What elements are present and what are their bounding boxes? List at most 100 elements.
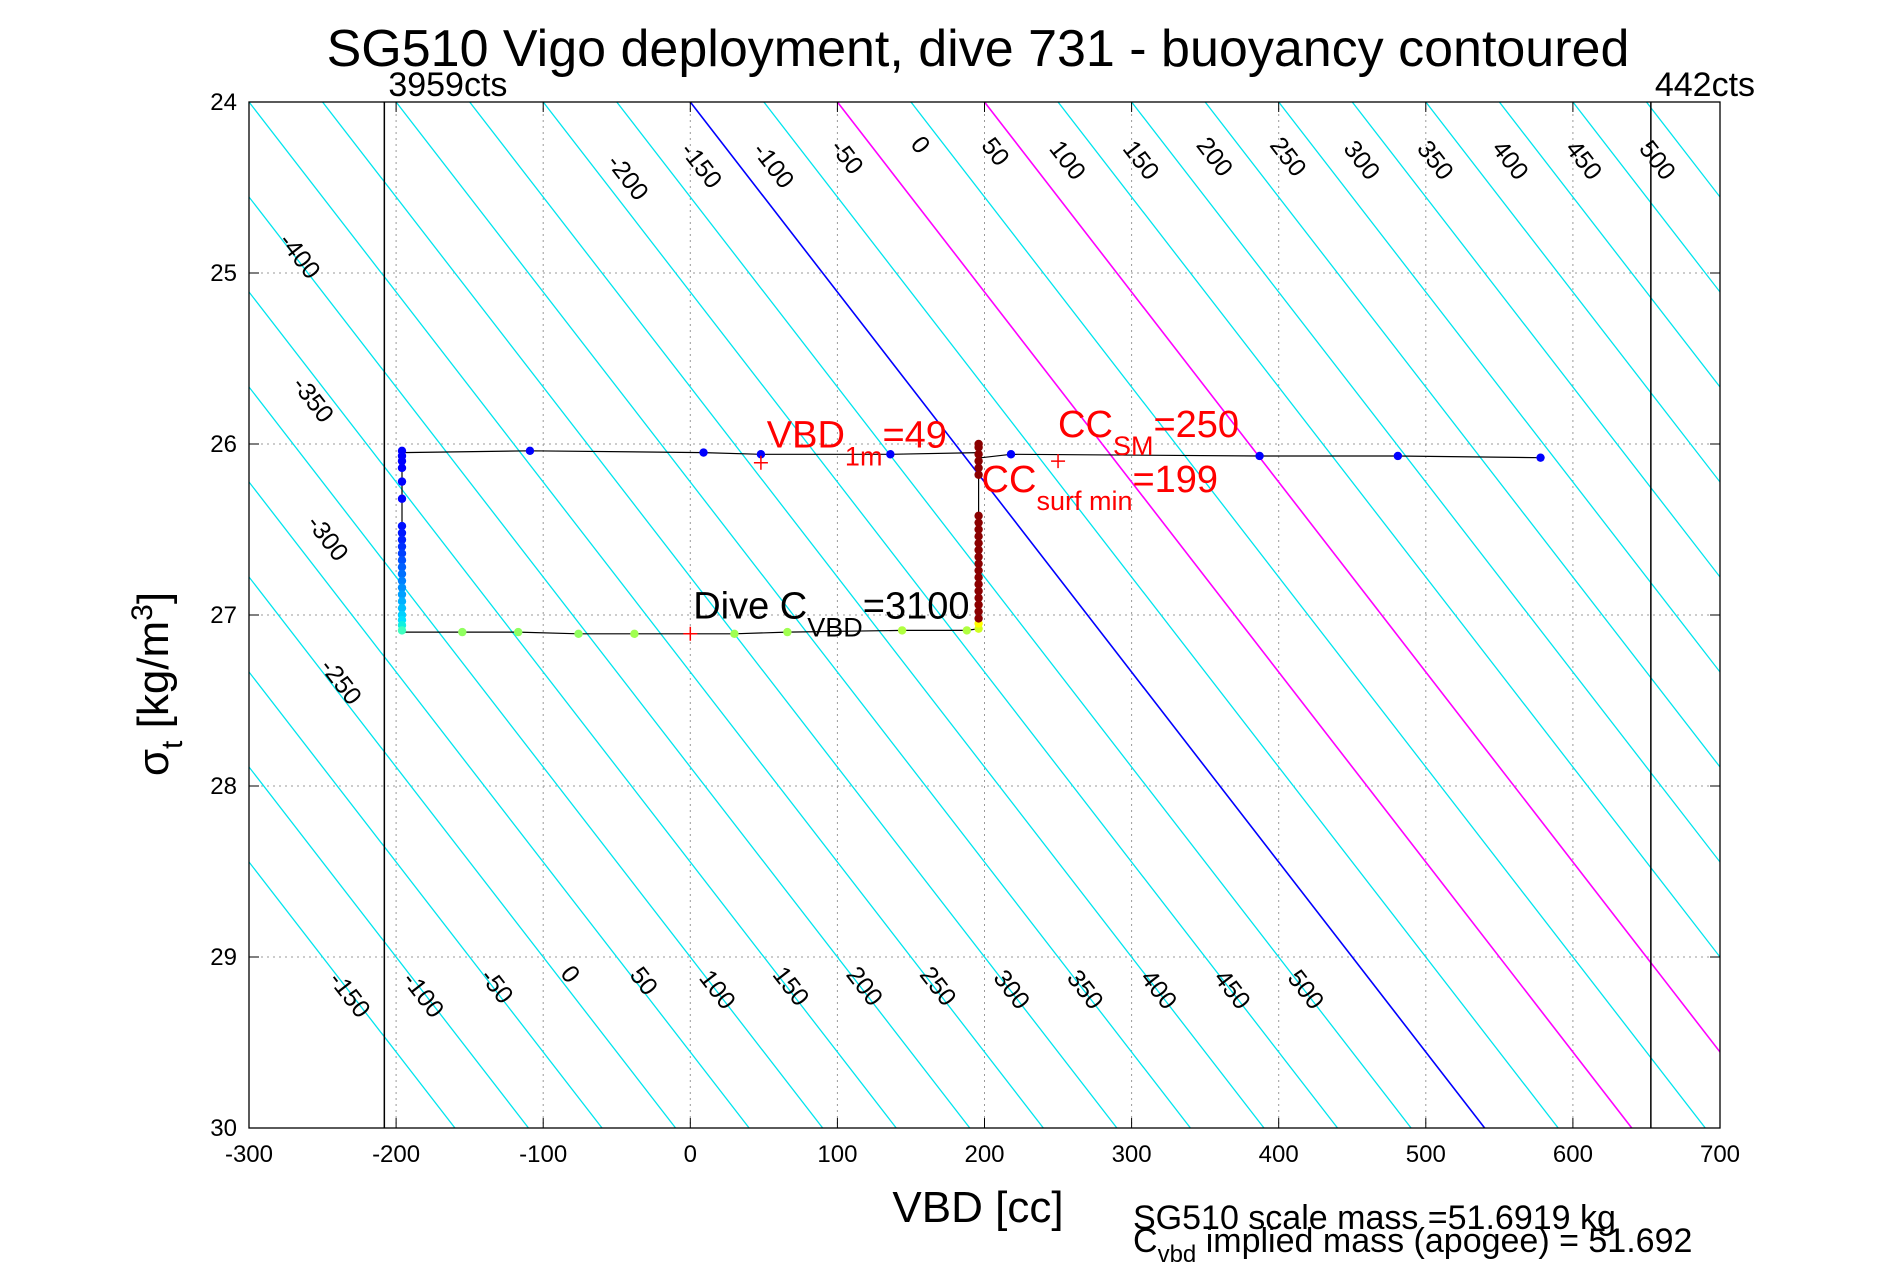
data-point	[397, 583, 407, 592]
contour-line	[249, 290, 897, 1128]
y-tick-label: 27	[210, 602, 237, 629]
annotation-label: VBD1m=49	[767, 414, 947, 471]
x-tick-label: 100	[817, 1141, 857, 1168]
data-point	[974, 593, 983, 603]
data-point	[974, 532, 983, 541]
data-point	[1536, 453, 1545, 462]
annotation-label: CCSM=250	[1058, 404, 1239, 461]
contour-label: 0	[905, 131, 936, 159]
annotation-main: VBD	[767, 414, 845, 456]
data-point	[397, 626, 407, 635]
contour-line	[1572, 102, 1720, 294]
contour-line	[1719, 102, 1720, 104]
data-point	[897, 626, 907, 635]
data-point	[397, 463, 407, 473]
contour-label: 150	[1117, 135, 1165, 185]
x-tick-label: 600	[1553, 1141, 1593, 1168]
data-point	[974, 450, 983, 459]
annotation-sub: SM	[1113, 431, 1154, 461]
count-limit-label: 442cts	[1655, 66, 1755, 104]
data-point	[730, 629, 739, 639]
data-point	[525, 446, 535, 456]
footer-implied-mass-c: C	[1133, 1222, 1158, 1260]
special-contour-line	[836, 102, 1633, 1128]
contour-line	[1278, 102, 1720, 674]
contour-line	[469, 102, 1265, 1128]
footer-implied-mass-sub: vbd	[1158, 1241, 1197, 1262]
count-limit-label: 3959cts	[388, 66, 507, 104]
data-point	[397, 576, 407, 585]
contour-line	[763, 102, 1559, 1128]
data-point	[397, 562, 407, 572]
y-axis-label: σt [kg/m3]	[126, 592, 189, 776]
annotation-value: =49	[882, 414, 946, 456]
annotation-label: CCsurf min=199	[982, 459, 1219, 516]
contour-line	[1498, 102, 1720, 389]
contour-label: 350	[1061, 965, 1109, 1015]
data-point	[397, 456, 407, 466]
data-point	[974, 525, 983, 534]
data-point	[974, 439, 983, 449]
plot-area: 3959cts 442cts -400 -350 -300 -250 -200 -150 -10…	[210, 66, 1755, 1168]
data-point	[513, 627, 523, 637]
marker-plus	[753, 455, 768, 470]
data-point	[397, 528, 407, 538]
contour-label: -250	[314, 654, 367, 711]
contour-label: 400	[1486, 135, 1534, 185]
contour-label: 50	[624, 962, 663, 1001]
contour-label: 100	[1043, 135, 1091, 185]
y-axis-label-sub: t	[156, 740, 189, 749]
footer-scale-mass: SG510 scale mass =51.6919 kg	[1133, 1199, 1616, 1237]
data-point	[974, 463, 983, 473]
data-point	[574, 629, 583, 639]
data-point	[1393, 451, 1403, 461]
data-point	[397, 590, 407, 599]
y-tick-label: 25	[210, 260, 237, 287]
data-point	[397, 569, 407, 579]
data-point	[397, 521, 407, 531]
y-tick-label: 28	[210, 773, 237, 800]
data-point	[756, 450, 766, 459]
data-point	[397, 477, 407, 486]
contour-label: -300	[301, 510, 354, 567]
x-tick-label: -200	[372, 1141, 420, 1168]
x-tick-label: 200	[964, 1141, 1004, 1168]
contour-label: 400	[1135, 965, 1183, 1015]
x-axis-label: VBD [cc]	[892, 1183, 1063, 1232]
contour-label: -200	[601, 149, 654, 206]
data-point	[974, 559, 983, 568]
contour-label: 150	[767, 961, 815, 1011]
data-point	[699, 448, 708, 457]
y-axis-label-sup: 3	[126, 604, 159, 621]
contour-label: 500	[1282, 965, 1330, 1015]
y-axis-label-unit: [kg/m	[129, 621, 178, 741]
y-axis-label-base: σ	[129, 749, 178, 776]
contour-line	[249, 102, 1044, 1128]
contour-line	[910, 102, 1706, 1128]
annotation-value: =250	[1153, 404, 1239, 446]
contour-label: 500	[1633, 135, 1681, 185]
annotation-label: Dive CVBD=3100	[693, 585, 969, 642]
contour-label: 0	[555, 960, 586, 988]
contour-label: 200	[840, 961, 888, 1011]
data-point	[397, 542, 407, 551]
special-contour-line	[689, 102, 1486, 1128]
marker-plus	[683, 626, 698, 641]
x-tick-label: 300	[1112, 1141, 1152, 1168]
contour-line	[249, 480, 750, 1128]
data-point	[630, 629, 639, 639]
dive-trace-top	[401, 450, 1541, 633]
x-tick-label: 700	[1700, 1141, 1740, 1168]
y-axis-label-close: ]	[129, 592, 178, 604]
data-point	[1006, 450, 1016, 459]
data-point	[974, 580, 983, 589]
axes-frame	[248, 101, 1721, 1129]
contour-label: -150	[675, 137, 728, 194]
data-point	[974, 511, 983, 521]
contour-line	[322, 102, 1118, 1128]
contour-line	[1425, 102, 1720, 484]
contour-label: 50	[976, 132, 1015, 171]
contour-label: 300	[1338, 135, 1386, 185]
contour-line	[395, 102, 1191, 1128]
data-point	[962, 626, 972, 635]
